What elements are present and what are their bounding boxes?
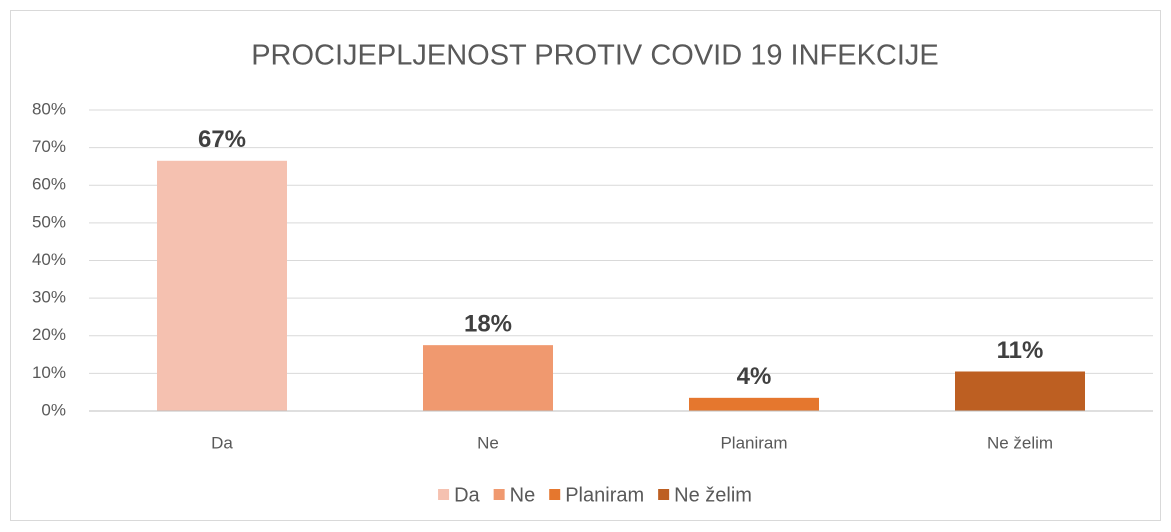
legend-swatch [549,489,561,500]
legend-label: Ne [510,484,536,506]
y-tick-label: 60% [32,175,66,194]
y-tick-label: 10% [32,363,66,382]
y-tick-label: 0% [41,400,66,419]
y-tick-label: 40% [32,250,66,269]
bar [689,397,819,411]
data-label: 11% [997,337,1044,364]
data-label: 18% [464,311,512,338]
legend-label: Ne želim [674,484,752,506]
y-tick-label: 50% [32,212,66,231]
bar [955,371,1085,411]
chart-title: PROCIJEPLJENOST PROTIV COVID 19 INFEKCIJ… [251,40,939,72]
legend-label: Planiram [565,484,644,506]
y-tick-label: 80% [32,99,66,118]
y-tick-label: 30% [32,288,66,307]
legend-swatch [493,489,505,500]
x-tick-label: Ne želim [987,433,1053,452]
legend-swatch [438,489,450,500]
bar [157,160,287,411]
x-tick-label: Ne [477,433,499,452]
bar [423,345,553,411]
data-label: 67% [198,126,246,153]
legend-swatch [658,489,670,500]
legend-label: Da [454,484,480,506]
x-tick-label: Planiram [720,433,787,452]
data-label: 4% [737,363,772,390]
x-tick-label: Da [211,433,233,452]
y-tick-label: 20% [32,325,66,344]
y-tick-label: 70% [32,137,66,156]
